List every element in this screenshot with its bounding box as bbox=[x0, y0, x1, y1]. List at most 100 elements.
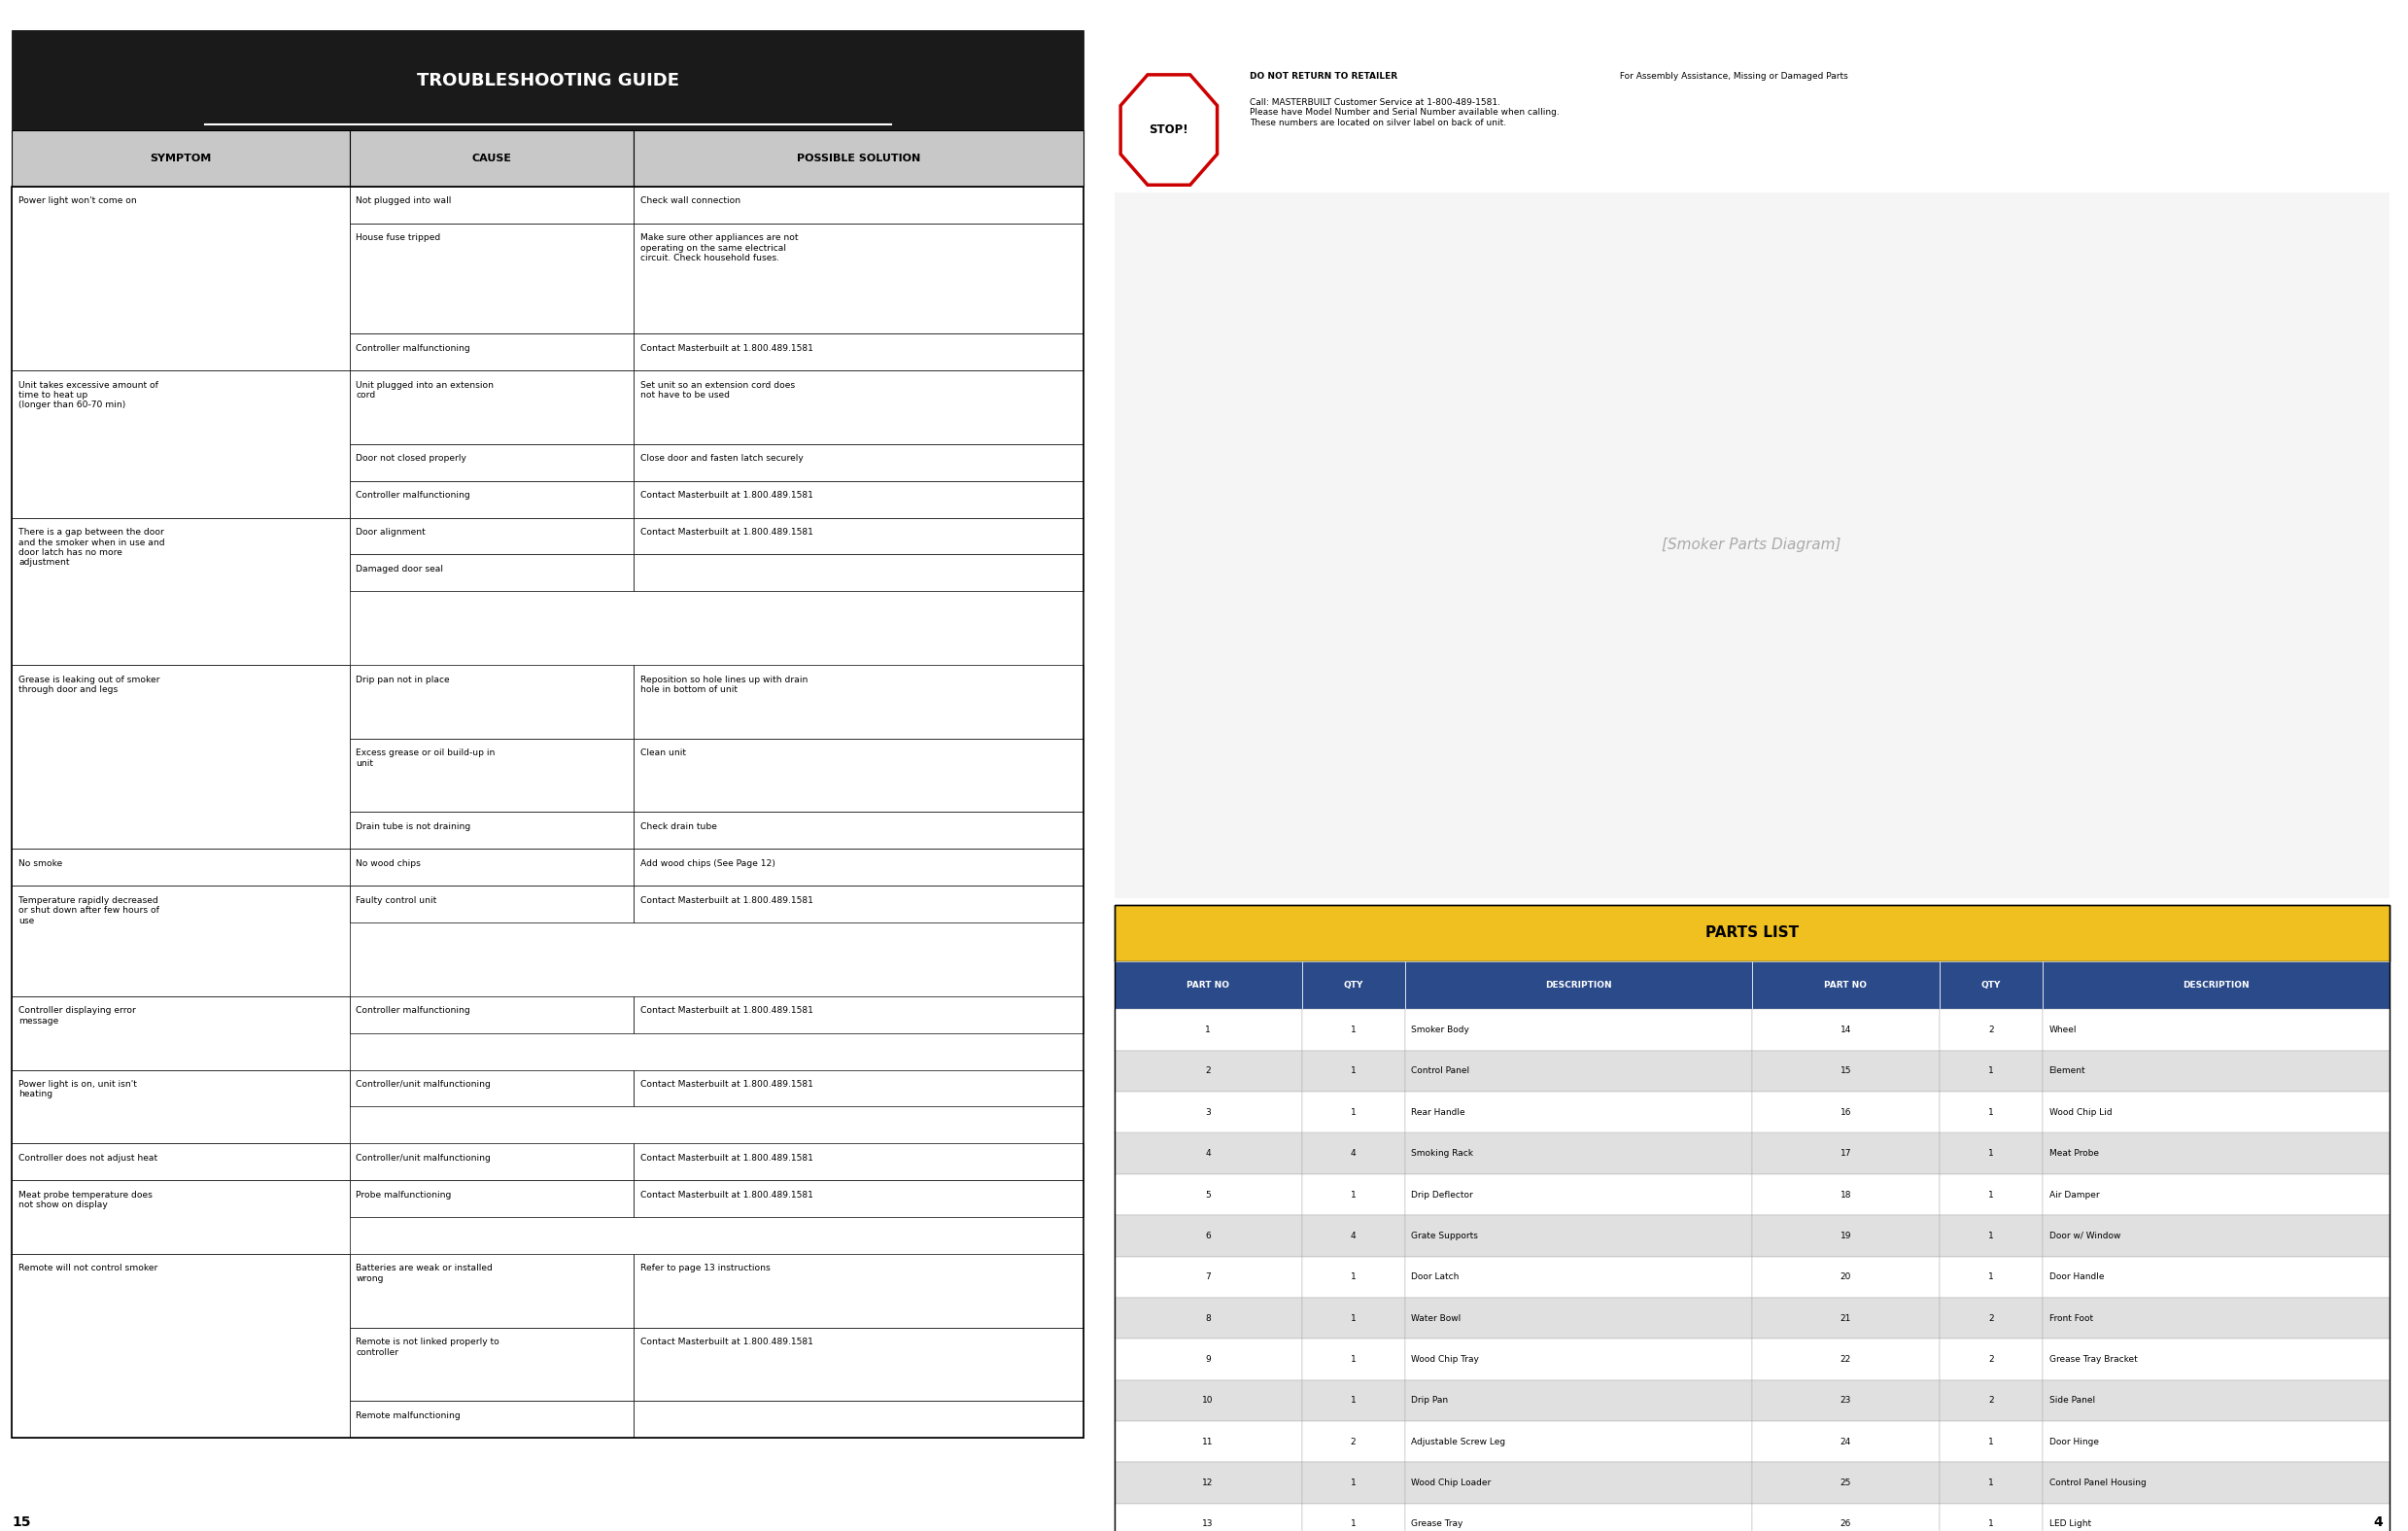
Bar bbox=[1303, 1092, 1404, 1133]
Text: Controller malfunctioning: Controller malfunctioning bbox=[356, 1006, 470, 1015]
Text: 1: 1 bbox=[1204, 1026, 1211, 1035]
Bar bbox=[633, 664, 1084, 738]
Bar bbox=[633, 997, 1084, 1033]
Bar bbox=[1753, 1133, 1938, 1174]
Text: Not plugged into wall: Not plugged into wall bbox=[356, 196, 453, 205]
Bar bbox=[12, 187, 1084, 1438]
Bar bbox=[633, 848, 1084, 886]
Text: Unit takes excessive amount of
time to heat up
(longer than 60-70 min): Unit takes excessive amount of time to h… bbox=[19, 381, 159, 410]
Text: 8: 8 bbox=[1204, 1314, 1211, 1323]
Bar bbox=[349, 187, 633, 224]
Text: 1: 1 bbox=[1351, 1520, 1356, 1528]
Text: QTY: QTY bbox=[1982, 981, 2001, 989]
Text: 1: 1 bbox=[1351, 1272, 1356, 1281]
Text: QTY: QTY bbox=[1344, 981, 1363, 989]
Text: Meat Probe: Meat Probe bbox=[2049, 1150, 2097, 1157]
Text: DESCRIPTION: DESCRIPTION bbox=[1546, 981, 1611, 989]
Bar bbox=[1303, 1174, 1404, 1216]
Bar bbox=[2042, 1379, 2389, 1421]
Text: Door alignment: Door alignment bbox=[356, 528, 426, 537]
Bar bbox=[349, 886, 633, 923]
Bar bbox=[349, 997, 633, 1033]
Text: Damaged door seal: Damaged door seal bbox=[356, 565, 443, 574]
Bar bbox=[1404, 1050, 1753, 1092]
Text: Contact Masterbuilt at 1.800.489.1581: Contact Masterbuilt at 1.800.489.1581 bbox=[641, 528, 814, 537]
Text: DO NOT RETURN TO RETAILER: DO NOT RETURN TO RETAILER bbox=[1250, 72, 1397, 81]
Bar bbox=[1753, 1009, 1938, 1050]
Text: 4: 4 bbox=[1351, 1150, 1356, 1157]
Text: 11: 11 bbox=[1202, 1438, 1214, 1445]
Bar bbox=[633, 481, 1084, 517]
Bar bbox=[2042, 1503, 2389, 1531]
Text: TROUBLESHOOTING GUIDE: TROUBLESHOOTING GUIDE bbox=[417, 72, 679, 89]
Bar bbox=[12, 130, 349, 187]
Bar bbox=[1115, 1092, 1303, 1133]
Bar bbox=[1938, 1257, 2042, 1298]
Bar bbox=[633, 334, 1084, 371]
Text: Controller displaying error
message: Controller displaying error message bbox=[19, 1006, 135, 1026]
Bar bbox=[349, 1327, 633, 1401]
Bar bbox=[1753, 1379, 1938, 1421]
Bar bbox=[12, 31, 1084, 130]
Text: There is a gap between the door
and the smoker when in use and
door latch has no: There is a gap between the door and the … bbox=[19, 528, 164, 566]
Text: Adjustable Screw Leg: Adjustable Screw Leg bbox=[1411, 1438, 1505, 1445]
Text: SYMPTOM: SYMPTOM bbox=[149, 153, 212, 164]
Text: POSSIBLE SOLUTION: POSSIBLE SOLUTION bbox=[797, 153, 920, 164]
Text: Drain tube is not draining: Drain tube is not draining bbox=[356, 822, 472, 831]
Bar bbox=[2042, 961, 2389, 1009]
Text: Drip Deflector: Drip Deflector bbox=[1411, 1190, 1474, 1199]
Bar bbox=[633, 130, 1084, 187]
Text: 20: 20 bbox=[1840, 1272, 1852, 1281]
Text: 1: 1 bbox=[1989, 1520, 1994, 1528]
Text: Wood Chip Lid: Wood Chip Lid bbox=[2049, 1108, 2112, 1116]
Text: 3: 3 bbox=[1204, 1108, 1211, 1116]
Bar bbox=[633, 444, 1084, 481]
Text: Power light won't come on: Power light won't come on bbox=[19, 196, 137, 205]
Bar bbox=[2042, 1009, 2389, 1050]
Bar bbox=[1404, 1338, 1753, 1379]
Bar bbox=[1753, 1092, 1938, 1133]
Bar bbox=[2042, 1257, 2389, 1298]
Bar bbox=[1115, 1216, 1303, 1257]
Text: Set unit so an extension cord does
not have to be used: Set unit so an extension cord does not h… bbox=[641, 381, 795, 400]
Text: Air Damper: Air Damper bbox=[2049, 1190, 2100, 1199]
Text: 22: 22 bbox=[1840, 1355, 1852, 1364]
Bar bbox=[1303, 1338, 1404, 1379]
Text: 9: 9 bbox=[1204, 1355, 1211, 1364]
Text: 15: 15 bbox=[1840, 1067, 1852, 1076]
Text: Control Panel Housing: Control Panel Housing bbox=[2049, 1479, 2146, 1487]
Text: Grate Supports: Grate Supports bbox=[1411, 1231, 1479, 1240]
Bar bbox=[1938, 1216, 2042, 1257]
Bar bbox=[1404, 1216, 1753, 1257]
Bar bbox=[1303, 1257, 1404, 1298]
Text: 2: 2 bbox=[1989, 1026, 1994, 1035]
Text: 2: 2 bbox=[1204, 1067, 1211, 1076]
Text: Door Latch: Door Latch bbox=[1411, 1272, 1459, 1281]
Bar bbox=[2042, 1092, 2389, 1133]
Bar bbox=[633, 371, 1084, 444]
Bar bbox=[1404, 1421, 1753, 1462]
Bar bbox=[349, 554, 633, 591]
Text: 1: 1 bbox=[1351, 1026, 1356, 1035]
Text: Front Foot: Front Foot bbox=[2049, 1314, 2093, 1323]
Bar bbox=[1938, 1462, 2042, 1503]
Text: Smoker Body: Smoker Body bbox=[1411, 1026, 1469, 1035]
Bar bbox=[1404, 1092, 1753, 1133]
Bar bbox=[1404, 1298, 1753, 1338]
Text: CAUSE: CAUSE bbox=[472, 153, 510, 164]
Bar bbox=[12, 664, 349, 848]
Text: Rear Handle: Rear Handle bbox=[1411, 1108, 1466, 1116]
Text: Unit plugged into an extension
cord: Unit plugged into an extension cord bbox=[356, 381, 494, 400]
Bar bbox=[1303, 1503, 1404, 1531]
Bar bbox=[633, 1144, 1084, 1180]
Text: 1: 1 bbox=[1351, 1396, 1356, 1405]
Text: 1: 1 bbox=[1351, 1314, 1356, 1323]
Text: 4: 4 bbox=[1204, 1150, 1211, 1157]
Bar bbox=[1115, 1050, 1303, 1092]
Text: 2: 2 bbox=[1989, 1314, 1994, 1323]
Text: 1: 1 bbox=[1351, 1067, 1356, 1076]
Bar bbox=[349, 334, 633, 371]
Text: Remote will not control smoker: Remote will not control smoker bbox=[19, 1265, 159, 1272]
Bar bbox=[1753, 1257, 1938, 1298]
Text: Wood Chip Tray: Wood Chip Tray bbox=[1411, 1355, 1479, 1364]
